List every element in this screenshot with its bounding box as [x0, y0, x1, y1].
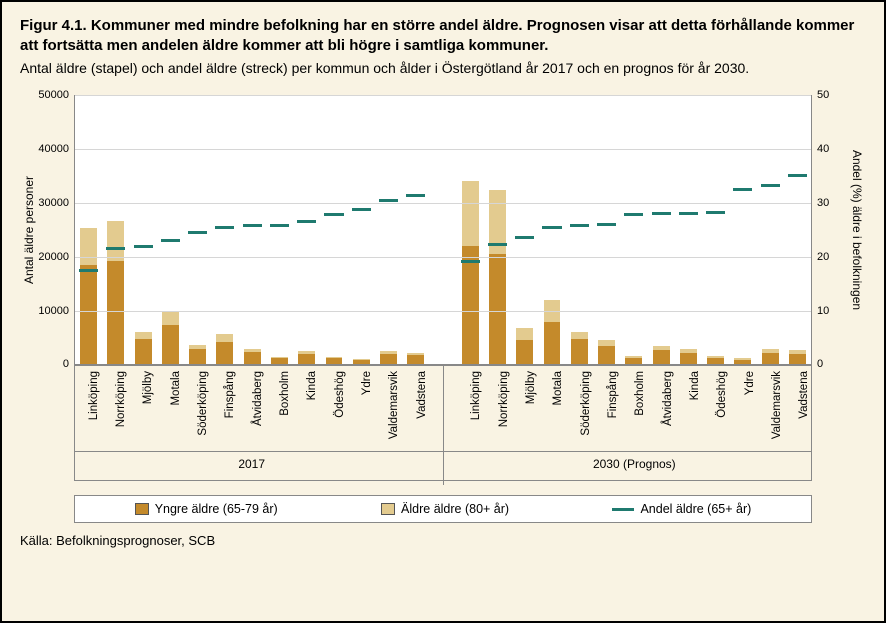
- legend-label-younger: Yngre äldre (65-79 år): [155, 502, 278, 516]
- y-left-tick: 10000: [29, 305, 75, 317]
- y-right-tick: 10: [811, 305, 851, 317]
- swatch-line-icon: [612, 508, 634, 511]
- share-dash: [597, 223, 616, 226]
- source-text: Källa: Befolkningsprognoser, SCB: [20, 533, 866, 548]
- figure-container: Figur 4.1. Kommuner med mindre befolknin…: [0, 0, 886, 623]
- share-dash: [106, 247, 125, 250]
- share-dash: [270, 224, 289, 227]
- x-axis-labels: LinköpingNorrköpingMjölbyMotalaSöderköpi…: [74, 365, 812, 485]
- share-dash: [461, 260, 480, 263]
- y-left-tick: 30000: [29, 197, 75, 209]
- y-left-tick: 20000: [29, 251, 75, 263]
- y-axis-left-label: Antal äldre personer: [22, 176, 36, 284]
- share-dash: [79, 269, 98, 272]
- legend-label-older: Äldre äldre (80+ år): [401, 502, 509, 516]
- share-dash: [243, 224, 262, 227]
- group-label-2017: 2017: [74, 457, 429, 471]
- share-dash: [134, 245, 153, 248]
- share-dash: [788, 174, 807, 177]
- y-left-tick: 0: [29, 358, 75, 370]
- share-dash: [488, 243, 507, 246]
- swatch-older-icon: [381, 503, 395, 515]
- share-dash: [706, 211, 725, 214]
- figure-subtitle: Antal äldre (stapel) och andel äldre (st…: [20, 59, 866, 78]
- group-label-2030: 2030 (Prognos): [457, 457, 812, 471]
- plot-wrap: Antal äldre personer Andel (%) äldre i b…: [20, 95, 866, 485]
- y-left-tick: 40000: [29, 143, 75, 155]
- share-dash: [215, 226, 234, 229]
- share-dash: [297, 220, 316, 223]
- dash-line-layer: [75, 95, 811, 364]
- y-right-tick: 0: [811, 358, 851, 370]
- y-right-tick: 50: [811, 89, 851, 101]
- legend-item-older: Äldre äldre (80+ år): [381, 502, 509, 516]
- plot-area: Antal äldre personer Andel (%) äldre i b…: [74, 95, 812, 365]
- legend-item-share: Andel äldre (65+ år): [612, 502, 751, 516]
- share-dash: [324, 213, 343, 216]
- legend: Yngre äldre (65-79 år) Äldre äldre (80+ …: [74, 495, 812, 523]
- y-left-tick: 50000: [29, 89, 75, 101]
- share-dash: [515, 236, 534, 239]
- share-dash: [733, 188, 752, 191]
- share-dash: [379, 199, 398, 202]
- share-dash: [406, 194, 425, 197]
- share-dash: [679, 212, 698, 215]
- share-dash: [570, 224, 589, 227]
- share-dash: [352, 208, 371, 211]
- share-dash: [624, 213, 643, 216]
- share-dash: [188, 231, 207, 234]
- legend-label-share: Andel äldre (65+ år): [640, 502, 751, 516]
- y-right-tick: 20: [811, 251, 851, 263]
- y-right-tick: 30: [811, 197, 851, 209]
- y-right-tick: 40: [811, 143, 851, 155]
- y-axis-right-label: Andel (%) äldre i befolkningen: [850, 150, 864, 310]
- share-dash: [761, 184, 780, 187]
- share-dash: [542, 226, 561, 229]
- share-dash: [652, 212, 671, 215]
- swatch-younger-icon: [135, 503, 149, 515]
- figure-title: Figur 4.1. Kommuner med mindre befolknin…: [20, 16, 866, 57]
- legend-item-younger: Yngre äldre (65-79 år): [135, 502, 278, 516]
- share-dash: [161, 239, 180, 242]
